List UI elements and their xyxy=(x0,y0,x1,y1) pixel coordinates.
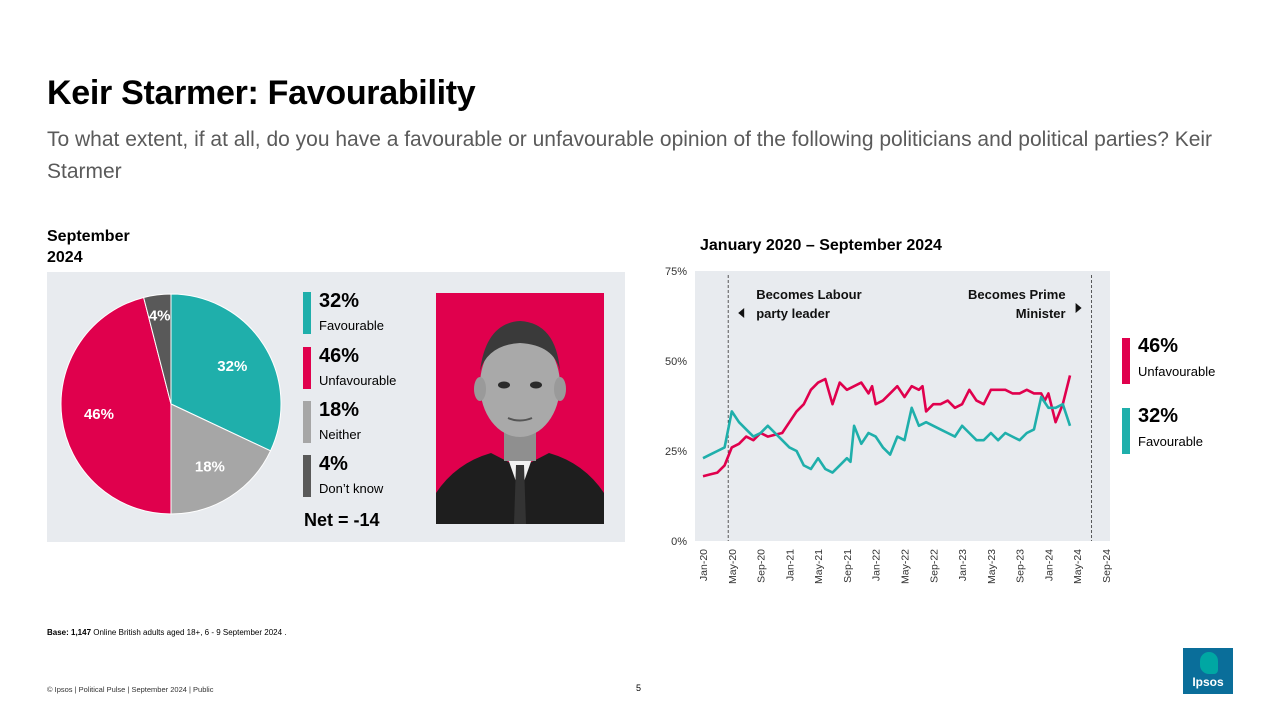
ipsos-logo-mark xyxy=(1200,652,1218,674)
legend-swatch-neither xyxy=(303,401,311,443)
x-tick-label: May-21 xyxy=(813,549,825,584)
x-tick-label: Sep-22 xyxy=(928,549,940,583)
x-tick-label: Sep-23 xyxy=(1015,549,1027,583)
legend-label-favourable: Favourable xyxy=(319,318,385,333)
right-legend-swatch-unfavourable xyxy=(1122,338,1130,384)
period-label: September 2024 xyxy=(47,228,130,266)
arrow-right-icon xyxy=(1075,303,1082,313)
page-number: 5 xyxy=(636,683,642,693)
series-line-unfavourable xyxy=(702,375,1072,478)
legend-label-neither: Neither xyxy=(319,427,361,442)
legend-label-unfavourable: Unfavourable xyxy=(319,373,397,388)
x-tick-label: Jan-21 xyxy=(784,549,796,581)
legend-pct-unfavourable: 46% xyxy=(319,345,360,367)
footer-text: © Ipsos | Political Pulse | September 20… xyxy=(47,685,214,694)
arrow-left-icon xyxy=(738,308,745,318)
right-legend-pct-unfavourable: 46% xyxy=(1138,335,1179,357)
x-tick-label: Jan-20 xyxy=(698,549,710,581)
line-plot-area xyxy=(695,271,1110,541)
y-tick-label: 25% xyxy=(665,446,687,458)
pie-label-favourable: 32% xyxy=(217,358,247,375)
portrait-photo xyxy=(436,293,604,524)
pie-slice-favourable xyxy=(170,293,282,452)
pie-label-unfavourable: 46% xyxy=(84,406,114,423)
right-legend-label-unfavourable: Unfavourable xyxy=(1138,364,1216,379)
legend-label-dont-know: Don’t know xyxy=(319,481,384,496)
x-tick-label: Jan-24 xyxy=(1043,549,1055,581)
base-note-text: Online British adults aged 18+, 6 - 9 Se… xyxy=(91,628,287,637)
x-tick-label: May-23 xyxy=(986,549,998,584)
right-legend-swatch-favourable xyxy=(1122,408,1130,454)
pie-label-neither: 18% xyxy=(195,458,225,475)
portrait-illustration xyxy=(436,321,604,524)
pie-slice-neither xyxy=(170,403,272,515)
ipsos-logo-text: Ipsos xyxy=(1192,675,1224,689)
annotation-labour-leader: party leader xyxy=(756,306,830,321)
y-tick-label: 75% xyxy=(665,266,687,278)
x-tick-label: May-24 xyxy=(1072,549,1084,584)
annotation-prime-minister: Minister xyxy=(1016,306,1066,321)
x-tick-label: Jan-23 xyxy=(957,549,969,581)
x-tick-label: Sep-24 xyxy=(1101,549,1113,583)
y-tick-label: 50% xyxy=(665,356,687,368)
pie-chart: 32% 18% 46% 4% xyxy=(60,293,282,515)
ipsos-logo: Ipsos xyxy=(1183,648,1233,694)
legend-swatch-unfavourable xyxy=(303,347,311,389)
legend-swatch-dont-know xyxy=(303,455,311,497)
x-tick-label: Jan-22 xyxy=(871,549,883,581)
y-tick-label: 0% xyxy=(671,536,687,548)
pie-panel: 32% 18% 46% 4% 32% Favourable 46% Unfavoura… xyxy=(47,272,625,542)
series-line-favourable xyxy=(702,395,1072,474)
pie-slice-unfavourable xyxy=(60,296,172,515)
base-note: Base: 1,147 Online British adults aged 1… xyxy=(47,628,286,637)
legend-pct-favourable: 32% xyxy=(319,290,360,312)
annotation-prime-minister: Becomes Prime xyxy=(968,287,1066,302)
line-chart: 0% 25% 50% 75% Jan-20 May-20 Sep-20 Jan-21 May-2… xyxy=(665,266,1113,584)
legend-pct-neither: 18% xyxy=(319,399,360,421)
net-score: Net = -14 xyxy=(304,510,380,530)
right-legend-label-favourable: Favourable xyxy=(1138,434,1204,449)
annotation-labour-leader: Becomes Labour xyxy=(756,287,861,302)
x-tick-label: Sep-21 xyxy=(842,549,854,583)
legend-pct-dont-know: 4% xyxy=(319,453,348,475)
legend-swatch-favourable xyxy=(303,292,311,334)
pie-slice-dont-know xyxy=(143,293,172,405)
pie-label-dont-know: 4% xyxy=(149,308,171,325)
base-note-bold: Base: 1,147 xyxy=(47,628,92,637)
right-legend-pct-favourable: 32% xyxy=(1138,405,1179,427)
x-tick-label: Sep-20 xyxy=(756,549,768,583)
x-tick-label: May-22 xyxy=(900,549,912,584)
page-subtitle: To what extent, if at all, do you have a… xyxy=(47,128,1213,183)
line-chart-title: January 2020 – September 2024 xyxy=(700,237,942,254)
x-tick-label: May-20 xyxy=(727,549,739,584)
page-title: Keir Starmer: Favourability xyxy=(47,74,476,112)
